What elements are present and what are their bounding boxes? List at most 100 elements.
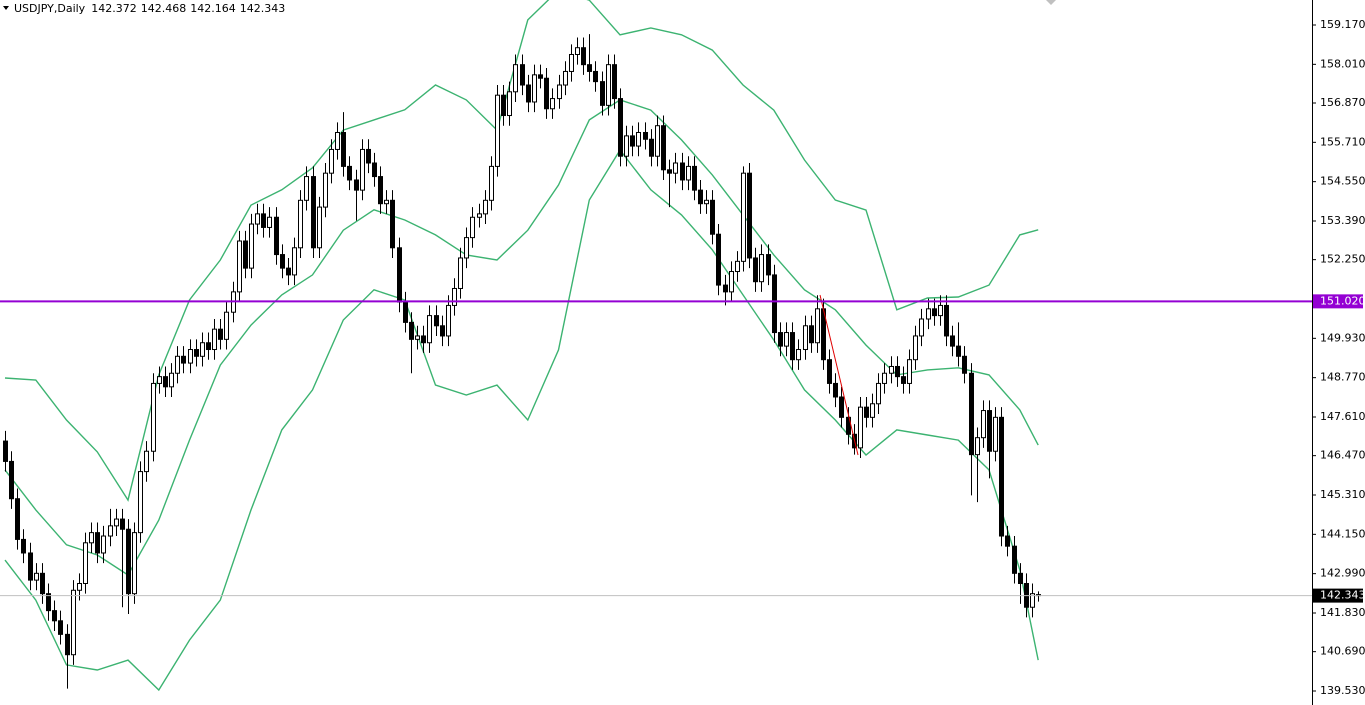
candle-body — [919, 318, 924, 337]
candle-body — [366, 148, 371, 164]
candle-body — [101, 535, 106, 554]
candle-body — [421, 335, 426, 344]
candle-body — [630, 135, 635, 147]
candle-body — [981, 410, 986, 439]
level-label-box — [1313, 294, 1363, 309]
y-tick-label: 148.770 — [1320, 371, 1365, 384]
candle-body — [882, 372, 887, 384]
candle-body — [593, 70, 598, 83]
candle-body — [440, 325, 445, 337]
candle-body — [636, 131, 641, 147]
y-tick-label: 149.930 — [1320, 331, 1365, 344]
candle-body — [778, 332, 783, 347]
candle-body — [347, 165, 352, 181]
y-tick-label: 141.830 — [1320, 606, 1365, 619]
candle-body — [698, 189, 703, 205]
y-tick-label: 158.010 — [1320, 57, 1365, 70]
candle-body — [999, 416, 1004, 537]
candle-body — [704, 199, 709, 205]
y-tick-label: 154.550 — [1320, 175, 1365, 188]
open-value: 142.372 — [91, 2, 137, 15]
candle-body — [507, 91, 512, 117]
candle-body — [889, 365, 894, 374]
candle-body — [1018, 572, 1023, 584]
candle-body — [114, 518, 119, 527]
candle-body — [600, 81, 605, 106]
candle-body — [181, 355, 186, 364]
candle-body — [169, 372, 174, 388]
candle-body — [956, 345, 961, 357]
candle-body — [95, 532, 100, 554]
candle-body — [360, 148, 365, 191]
candle-body — [606, 64, 611, 106]
candle-body — [403, 301, 408, 323]
candle-body — [858, 406, 863, 449]
candle-body — [71, 589, 76, 656]
candle-body — [126, 528, 131, 595]
candle-body — [390, 199, 395, 249]
candle-body — [796, 349, 801, 361]
candle-body — [833, 382, 838, 398]
candle-body — [759, 254, 764, 283]
candle-body — [163, 376, 168, 388]
candle-body — [77, 582, 82, 591]
candle-body — [40, 572, 45, 595]
candle-body — [784, 332, 789, 347]
close-value: 142.343 — [240, 2, 286, 15]
candle-body — [317, 206, 322, 249]
candle-body — [489, 165, 494, 201]
candle-body — [464, 237, 469, 259]
candle-body — [575, 47, 580, 55]
candle-body — [1005, 535, 1010, 547]
candle-body — [569, 53, 574, 72]
bollinger-band — [4, 0, 1039, 502]
candle-body — [667, 169, 672, 174]
candle-body — [815, 308, 820, 344]
candle-body — [710, 199, 715, 235]
candle-body — [624, 135, 629, 157]
candle-body — [175, 355, 180, 374]
candle-body — [415, 335, 420, 340]
candle-body — [65, 633, 70, 656]
candle-body — [944, 304, 949, 337]
candle-body — [323, 172, 328, 208]
candle-body — [267, 216, 272, 228]
candle-body — [354, 179, 359, 191]
candle-body — [108, 525, 113, 537]
candle-body — [926, 308, 931, 320]
candle-body — [28, 552, 33, 581]
candle-body — [3, 440, 8, 462]
candle-body — [913, 335, 918, 361]
candle-body — [397, 247, 402, 303]
candle-body — [120, 518, 125, 530]
candle-body — [34, 572, 39, 581]
plot-area — [3, 0, 1041, 692]
candle-body — [218, 328, 223, 340]
candle-body — [950, 335, 955, 347]
candle-body — [975, 437, 980, 456]
candle-body — [587, 64, 592, 72]
candle-body — [483, 199, 488, 215]
candle-body — [212, 328, 217, 351]
candle-body — [993, 416, 998, 452]
candle-body — [58, 620, 63, 635]
candle-body — [200, 342, 205, 357]
chart-header: USDJPY,Daily 142.372 142.468 142.164 142.343 — [14, 2, 285, 15]
candle-body — [157, 376, 162, 384]
candle-body — [827, 359, 832, 384]
candle-body — [89, 532, 94, 544]
candle-body — [643, 131, 648, 140]
candle-body — [557, 84, 562, 100]
candle-body — [286, 267, 291, 276]
candle-body — [194, 349, 199, 357]
candle-body — [673, 162, 678, 174]
candle-body — [138, 471, 143, 534]
candle-body — [206, 342, 211, 351]
candle-body — [526, 84, 531, 103]
candle-body — [329, 148, 334, 174]
y-tick-label: 145.310 — [1320, 488, 1365, 501]
y-tick-label: 153.390 — [1320, 214, 1365, 227]
candle-body — [372, 162, 377, 178]
candle-body — [532, 74, 537, 103]
candle-body — [692, 165, 697, 191]
